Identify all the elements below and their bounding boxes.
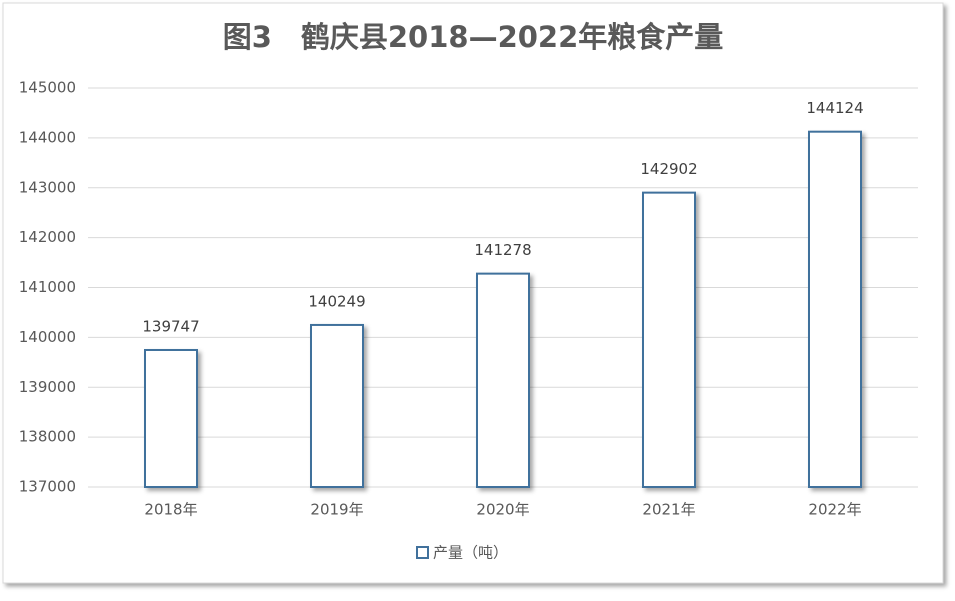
data-label: 142902 xyxy=(640,160,697,178)
y-tick-label: 145000 xyxy=(19,79,76,97)
legend-label: 产量（吨） xyxy=(433,544,508,562)
y-tick-label: 138000 xyxy=(19,428,76,446)
chart-frame xyxy=(2,2,944,584)
bar xyxy=(144,348,198,488)
bar xyxy=(310,323,364,488)
y-tick-label: 143000 xyxy=(19,178,76,196)
bar xyxy=(476,272,530,488)
x-tick-label: 2022年 xyxy=(808,501,861,519)
bar xyxy=(642,191,696,488)
data-label: 144124 xyxy=(806,99,863,117)
y-tick-label: 141000 xyxy=(19,278,76,296)
bar xyxy=(808,130,862,489)
chart-title: 图3 鹤庆县2018—2022年粮食产量 xyxy=(223,20,724,54)
data-label: 140249 xyxy=(308,292,365,310)
y-tick-label: 137000 xyxy=(19,478,76,496)
x-tick-label: 2021年 xyxy=(642,501,695,519)
data-label: 141278 xyxy=(474,241,531,259)
y-tick-label: 142000 xyxy=(19,228,76,246)
legend-marker xyxy=(416,546,429,559)
y-tick-label: 140000 xyxy=(19,328,76,346)
x-tick-label: 2018年 xyxy=(144,501,197,519)
y-tick-label: 139000 xyxy=(19,378,76,396)
data-label: 139747 xyxy=(142,317,199,335)
y-tick-label: 144000 xyxy=(19,128,76,146)
x-tick-label: 2019年 xyxy=(310,501,363,519)
x-tick-label: 2020年 xyxy=(476,501,529,519)
